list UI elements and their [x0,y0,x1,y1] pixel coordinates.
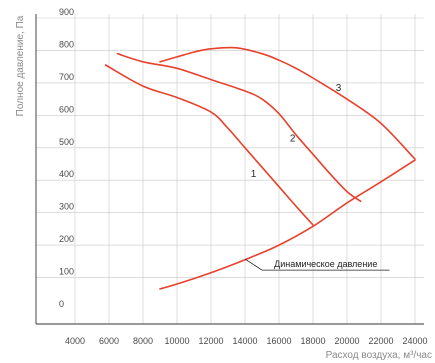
y-tick-label-2: 200 [59,234,74,244]
x-tick-label-1: 6000 [99,336,119,346]
grid [36,14,424,324]
y-tick-label-4: 400 [59,169,74,179]
x-axis-title: Расход воздуха, м³/час [326,350,432,361]
series-line-4 [159,159,416,290]
x-tick-label-6: 16000 [266,336,291,346]
tick-labels: 0 100 200 300 400 500 600 700 800 900 4000 6000 8000… [59,7,428,346]
x-tick-label-7: 18000 [300,336,325,346]
y-tick-label-5: 500 [59,137,74,147]
annotation-group: Динамическое давление [244,258,390,271]
x-tick-label-5: 14000 [232,336,257,346]
x-tick-label-4: 12000 [198,336,223,346]
x-tick-label-2: 8000 [133,336,153,346]
x-tick-label-10: 24000 [402,336,427,346]
series-line-3 [159,46,416,160]
x-tick-label-3: 10000 [164,336,189,346]
annotation-label: Динамическое давление [274,259,377,269]
y-tick-label-7: 700 [59,72,74,82]
y-tick-label-1: 100 [59,267,74,277]
series-line-1 [104,64,314,226]
x-tick-label-0: 4000 [65,336,85,346]
curve-label-3: 3 [336,83,342,94]
x-tick-label-9: 22000 [368,336,393,346]
series-line-2 [116,52,362,203]
y-tick-label-8: 800 [59,39,74,49]
y-tick-label-3: 300 [59,202,74,212]
y-axis-title: Полное давление, Па [15,15,26,116]
y-tick-label-9: 900 [59,7,74,17]
curve-label-2: 2 [290,133,296,144]
y-tick-label-6: 600 [59,104,74,114]
series-group: 1 2 3 [104,46,416,290]
y-tick-label-0: 0 [59,299,64,309]
x-tick-label-8: 20000 [334,336,359,346]
curve-label-1: 1 [251,169,257,180]
annotation-leader [244,258,263,271]
